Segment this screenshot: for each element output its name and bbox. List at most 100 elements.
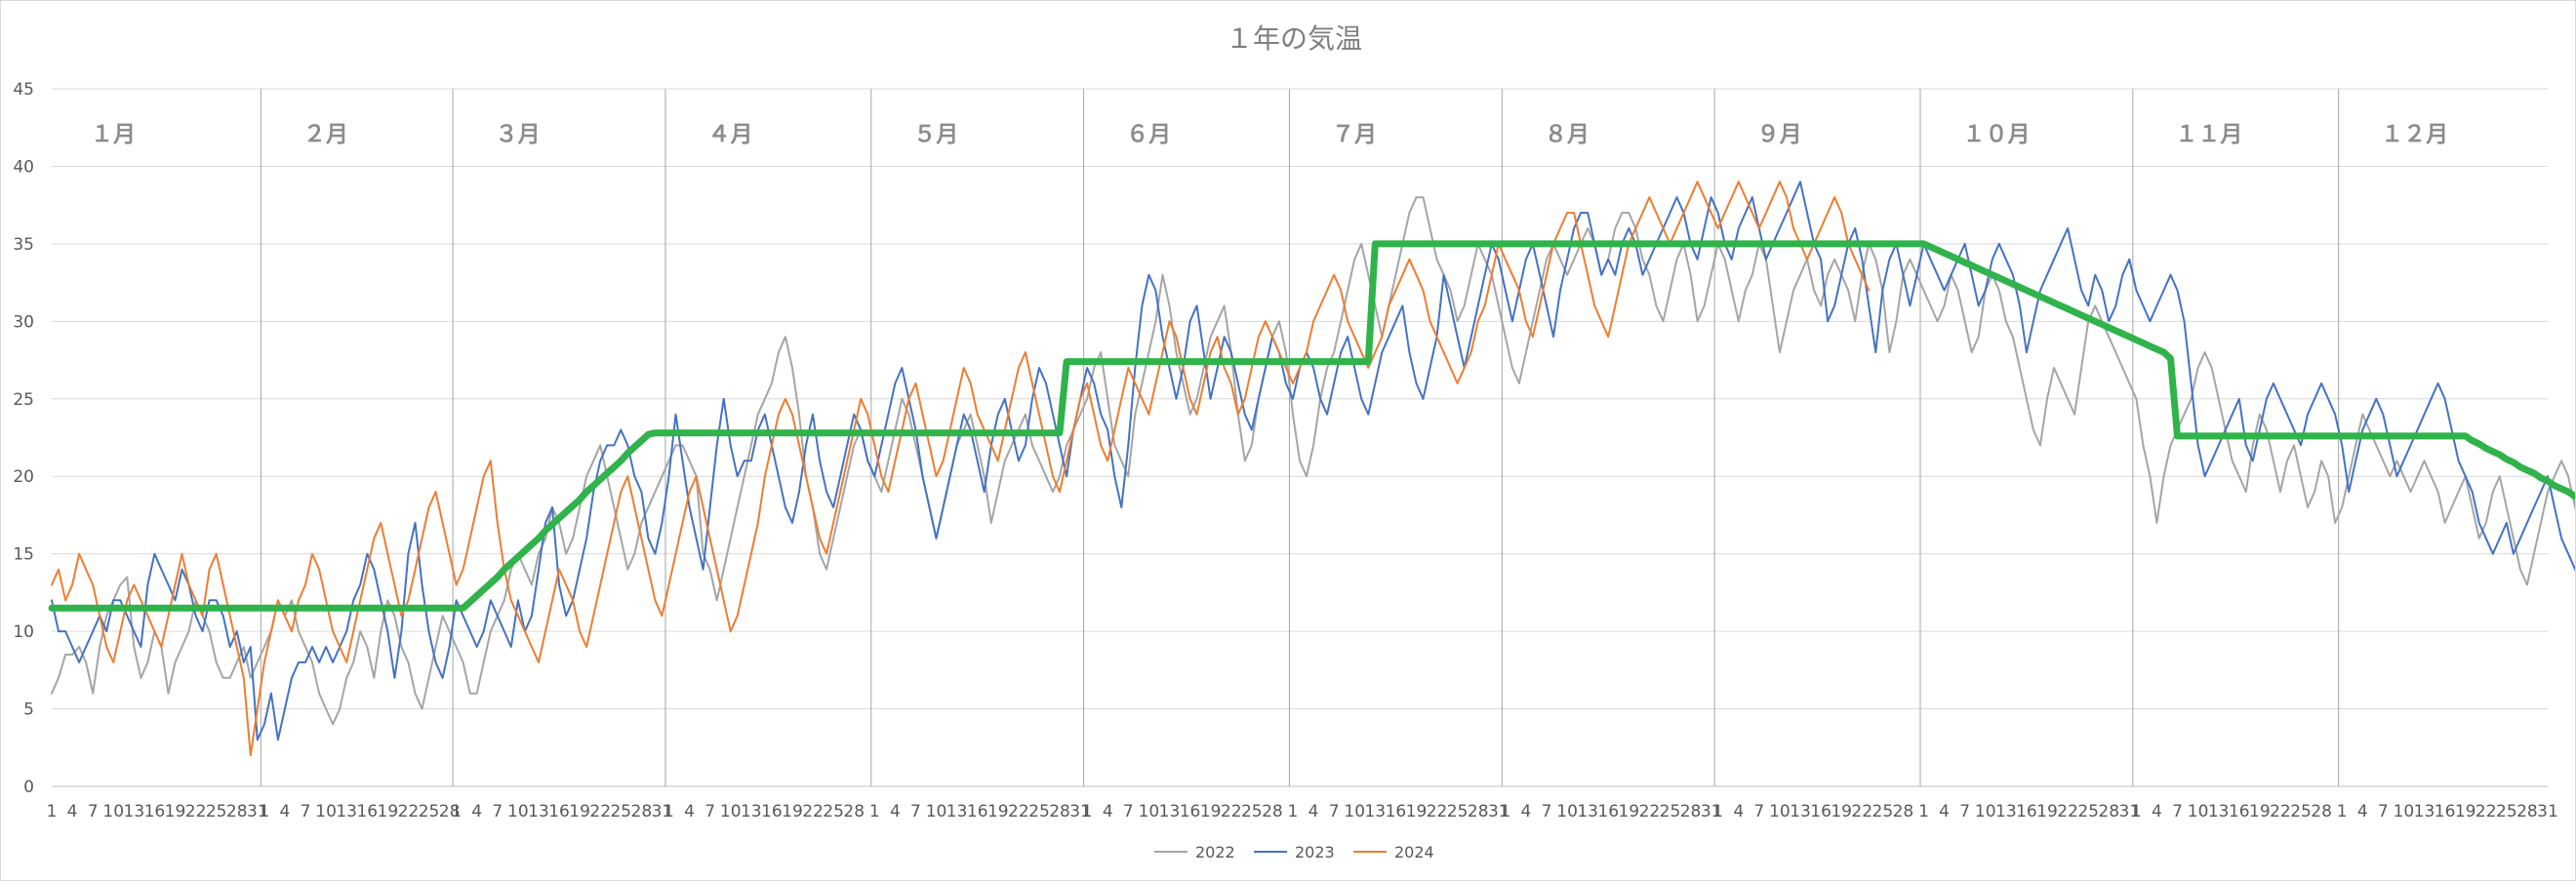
x-tick-label: 10 (1769, 802, 1791, 821)
x-tick-label: 4 (1939, 802, 1950, 821)
x-tick-label: 19 (987, 802, 1009, 821)
x-tick-label: 13 (1364, 802, 1386, 821)
x-tick-label: 13 (528, 802, 549, 821)
x-tick-label: 10 (2394, 802, 2415, 821)
x-tick-label: 1 (869, 802, 880, 821)
month-labels: １月 ２月 ３月 ４月 ５月 ６月 ７月 ８月 ９月 １０月 １１月 １２月 (91, 122, 2448, 147)
x-tick-label: 31 (247, 802, 268, 821)
x-tick-label: 1 (1712, 802, 1723, 821)
y-tick-label: 25 (13, 390, 34, 410)
x-tick-label: 4 (2357, 802, 2368, 821)
x-tick-label: 22 (2475, 802, 2497, 821)
x-tick-label: 31 (652, 802, 673, 821)
y-tick-label: 20 (13, 467, 34, 487)
x-tick-label: 4 (2152, 802, 2162, 821)
x-tick-label: 25 (823, 802, 844, 821)
x-tick-label: 28 (2516, 802, 2538, 821)
x-tick-label: 22 (589, 802, 611, 821)
x-tick-label: 16 (1386, 802, 1407, 821)
x-tick-label: 13 (336, 802, 357, 821)
x-tick-label: 25 (610, 802, 631, 821)
x-tick-label: 7 (1959, 802, 1970, 821)
series-line-2024 (51, 180, 1871, 757)
x-tick-label: 25 (1241, 802, 1263, 821)
x-tick-label: 28 (843, 802, 865, 821)
x-tick-label: 22 (2270, 802, 2291, 821)
x-tick-label: 7 (301, 802, 311, 821)
month-label: １月 (91, 122, 136, 147)
x-tick-label: 22 (802, 802, 824, 821)
y-tick-label: 30 (13, 312, 34, 332)
series-line-trend (48, 240, 2575, 612)
x-tick-label: 7 (704, 802, 715, 821)
month-label: １２月 (2381, 122, 2448, 147)
x-tick-label: 4 (684, 802, 695, 821)
x-tick-label: 13 (1995, 802, 2017, 821)
x-tick-label: 1 (1288, 802, 1299, 821)
x-tick-label: 7 (1329, 802, 1340, 821)
month-label: ２月 (303, 122, 348, 147)
x-tick-label: 19 (2249, 802, 2271, 821)
x-tick-label: 28 (439, 802, 461, 821)
x-tick-label: 1 (1918, 802, 1929, 821)
x-tick-label: 25 (1447, 802, 1469, 821)
x-tick-label: 10 (720, 802, 742, 821)
x-tick-label: 1 (2131, 802, 2142, 821)
x-tick-label: 28 (1262, 802, 1283, 821)
y-tick-label: 10 (13, 622, 34, 642)
x-tick-label: 4 (471, 802, 482, 821)
x-tick-label: 31 (2537, 802, 2558, 821)
x-tick-label: 10 (315, 802, 337, 821)
x-tick-label: 16 (967, 802, 988, 821)
x-tick-label: 4 (1103, 802, 1113, 821)
x-tick-label: 4 (1733, 802, 1744, 821)
x-tick-label: 4 (67, 802, 78, 821)
x-tick-label: 1 (47, 802, 58, 821)
x-tick-label: 13 (1159, 802, 1181, 821)
x-tick-label: 10 (507, 802, 529, 821)
x-tick-label: 25 (2290, 802, 2312, 821)
month-label: ５月 (913, 122, 958, 147)
x-axis-ticks: 1 4 7 10 13 16 19 22 25 28 311 4 7 10 13 16 19 22 25 281 4 7 1… (47, 802, 2558, 821)
x-tick-label: 10 (926, 802, 947, 821)
x-tick-label: 7 (1753, 802, 1764, 821)
month-label: ７月 (1332, 122, 1377, 147)
x-tick-label: 4 (1308, 802, 1319, 821)
x-tick-label: 4 (1520, 802, 1531, 821)
x-tick-label: 22 (398, 802, 420, 821)
x-tick-label: 25 (2077, 802, 2099, 821)
x-tick-label: 22 (1221, 802, 1242, 821)
x-tick-label: 25 (2496, 802, 2517, 821)
x-tick-label: 13 (2208, 802, 2230, 821)
x-tick-label: 31 (2119, 802, 2141, 821)
x-tick-label: 7 (88, 802, 99, 821)
series-lines (48, 180, 2575, 757)
x-tick-label: 25 (419, 802, 440, 821)
x-tick-label: 13 (1790, 802, 1811, 821)
x-tick-label: 28 (1049, 802, 1070, 821)
x-tick-label: 7 (2378, 802, 2389, 821)
x-tick-label: 16 (1597, 802, 1619, 821)
x-tick-label: 1 (664, 802, 674, 821)
x-tick-label: 22 (2057, 802, 2078, 821)
gridlines (52, 88, 2548, 787)
x-tick-label: 28 (226, 802, 248, 821)
x-tick-label: 13 (741, 802, 762, 821)
x-tick-label: 19 (2036, 802, 2058, 821)
x-tick-label: 31 (1069, 802, 1091, 821)
x-tick-label: 16 (144, 802, 166, 821)
x-tick-label: 28 (631, 802, 653, 821)
month-label: ６月 (1126, 122, 1171, 147)
x-tick-label: 13 (1577, 802, 1598, 821)
x-tick-label: 7 (1123, 802, 1134, 821)
y-tick-label: 5 (23, 701, 34, 720)
x-tick-label: 31 (1701, 802, 1722, 821)
x-tick-label: 28 (1893, 802, 1914, 821)
y-tick-label: 0 (23, 778, 34, 797)
x-tick-label: 16 (2229, 802, 2250, 821)
x-tick-label: 16 (1180, 802, 1201, 821)
x-tick-label: 13 (2414, 802, 2435, 821)
x-tick-label: 16 (761, 802, 783, 821)
legend-entry: 2023 (1295, 843, 1335, 861)
x-tick-label: 28 (2098, 802, 2119, 821)
